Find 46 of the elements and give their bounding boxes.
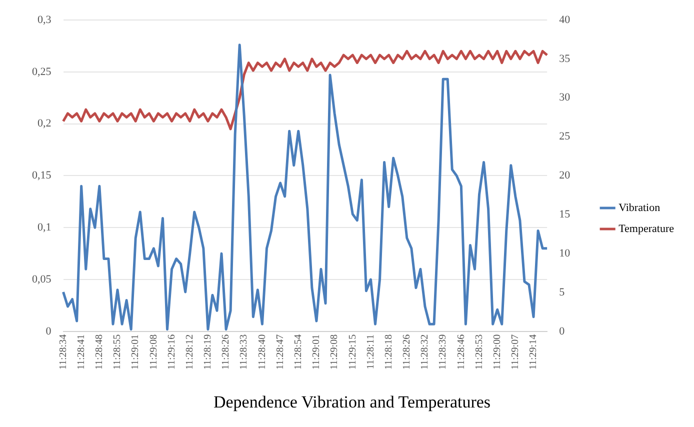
- x-tick-label: 11:28:53: [474, 334, 485, 370]
- x-tick-label: 11:28:46: [456, 334, 467, 370]
- x-tick-label: 11:28:34: [58, 334, 69, 370]
- x-tick-label: 11:28:48: [94, 334, 106, 370]
- x-tick-label: 11:28:26: [220, 334, 232, 370]
- x-tick-label: 11:29:15: [347, 334, 358, 370]
- y2-tick-label: 10: [559, 247, 571, 260]
- x-tick-label: 11:28:18: [383, 334, 394, 370]
- y-tick-label: 0,1: [38, 222, 52, 234]
- x-tick-label: 11:28:54: [293, 334, 304, 370]
- y2-tick-label: 0: [559, 325, 566, 338]
- legend-label: Vibration: [618, 202, 661, 214]
- y2-tick-label: 30: [559, 92, 571, 104]
- y2-tick-label: 20: [559, 170, 571, 182]
- text: Dependence Vibration and Temperatures: [213, 392, 491, 412]
- y-tick-label: 0,25: [32, 66, 52, 78]
- x-tick-label: 11:29:16: [166, 334, 178, 370]
- x-tick-label: 11:29:07: [510, 334, 522, 370]
- x-tick-label: 11:28:41: [76, 334, 87, 370]
- y-tick-label: 0,3: [38, 14, 52, 26]
- y-tick-label: 0,2: [38, 118, 52, 130]
- y-tick-label: 0,15: [32, 170, 52, 182]
- y-tick-label: 0,05: [32, 273, 52, 286]
- y2-tick-label: 35: [559, 52, 571, 65]
- x-tick-label: 11:28:12: [184, 334, 196, 370]
- x-tick-label: 11:29:00: [492, 334, 503, 370]
- x-tick-label: 11:28:55: [112, 334, 124, 370]
- y-tick-label: 0: [46, 325, 52, 338]
- x-tick-label: 11:28:32: [420, 334, 431, 370]
- x-tick-label: 11:28:33: [238, 334, 250, 370]
- y2-tick-label: 5: [559, 286, 566, 298]
- legend-label: Temperature: [618, 222, 674, 235]
- x-tick-label: 11:29:01: [311, 334, 322, 370]
- x-tick-label: 11:28:19: [202, 334, 214, 370]
- x-tick-label: 11:28:47: [274, 334, 286, 370]
- x-tick-label: 11:28:40: [256, 334, 268, 370]
- x-tick-label: 11:28:11: [365, 334, 376, 370]
- x-tick-label: 11:29:01: [130, 334, 142, 370]
- x-tick-label: 11:28:26: [402, 334, 413, 370]
- x-tick-label: 11:29:14: [528, 334, 540, 370]
- y2-tick-label: 25: [559, 130, 571, 143]
- x-tick-label: 11:29:08: [329, 334, 340, 370]
- y2-tick-label: 40: [559, 14, 571, 26]
- y2-tick-label: 15: [559, 208, 571, 221]
- x-tick-label: 11:28:39: [438, 334, 449, 370]
- x-tick-label: 11:29:08: [148, 334, 160, 370]
